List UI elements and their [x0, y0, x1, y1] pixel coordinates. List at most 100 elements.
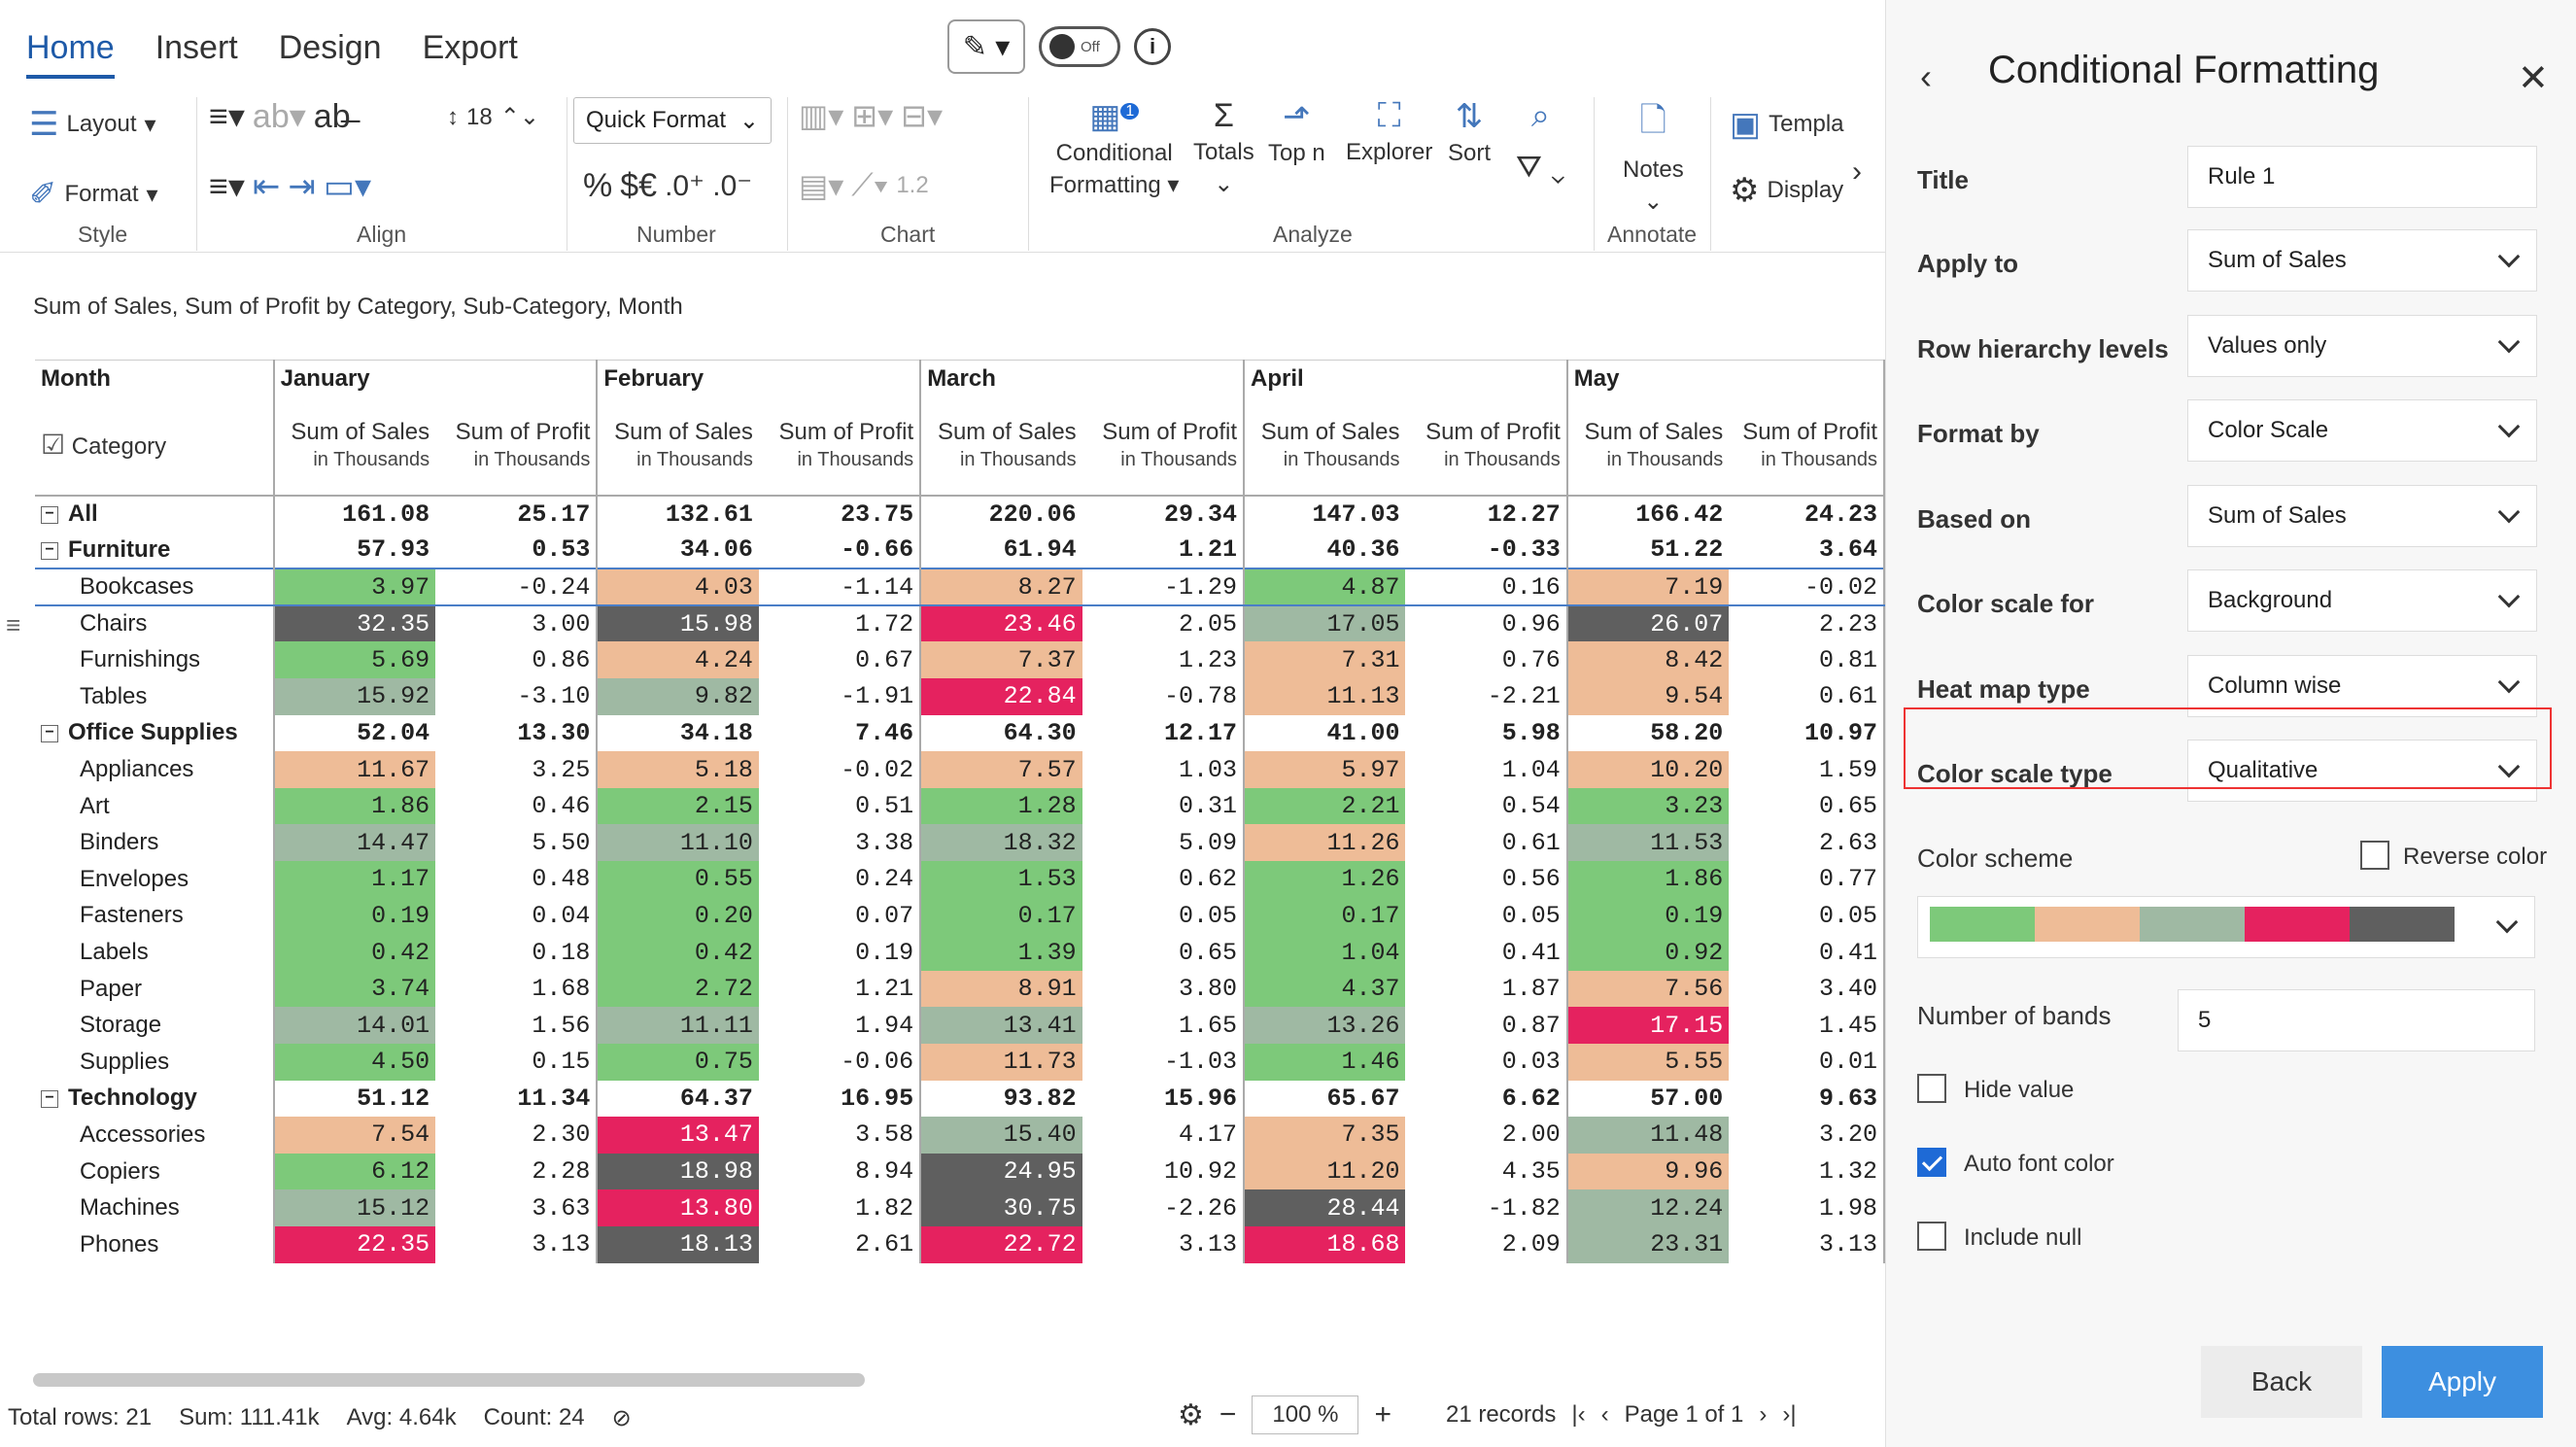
- table-row[interactable]: − All 161.08 25.17 132.61 23.75 220.06 29.34 147…: [35, 496, 1885, 533]
- sales-cell[interactable]: 0.55: [597, 861, 759, 898]
- templates-button[interactable]: ▣ Templa: [1730, 105, 1844, 144]
- profit-column-header[interactable]: Sum of Profit in Thousands: [1405, 396, 1568, 497]
- profit-cell[interactable]: 25.17: [435, 496, 599, 533]
- search-icon[interactable]: ⌕: [1530, 97, 1550, 134]
- sales-cell[interactable]: 15.92: [273, 678, 436, 715]
- sales-cell[interactable]: 0.17: [920, 897, 1082, 935]
- sales-cell[interactable]: 7.57: [920, 751, 1082, 788]
- profit-cell[interactable]: 24.23: [1729, 496, 1885, 533]
- sales-cell[interactable]: 40.36: [1326, 535, 1400, 565]
- table-row[interactable]: Labels 0.42 0.18 0.42 0.19 1.39 0.65 1.04 0.41 0.…: [35, 934, 1885, 971]
- row-label[interactable]: Art: [35, 787, 275, 825]
- sales-cell[interactable]: 17.15: [1566, 1007, 1730, 1044]
- sales-cell[interactable]: 220.06: [988, 500, 1077, 529]
- row-drag-handle-icon[interactable]: ≡: [6, 610, 21, 639]
- profit-cell[interactable]: 13.30: [435, 714, 599, 752]
- profit-cell[interactable]: -0.02: [1729, 568, 1885, 606]
- profit-cell[interactable]: 0.15: [435, 1044, 599, 1081]
- profit-cell[interactable]: 1.56: [435, 1007, 599, 1044]
- profit-column-header[interactable]: Sum of Profit in Thousands: [435, 396, 599, 497]
- sales-cell[interactable]: 14.01: [273, 1007, 436, 1044]
- row-label[interactable]: Chairs: [35, 604, 275, 642]
- row-label[interactable]: Binders: [35, 824, 275, 862]
- sales-cell[interactable]: 7.54: [273, 1117, 436, 1154]
- profit-cell[interactable]: 3.13: [1729, 1225, 1885, 1263]
- row-label[interactable]: − All: [35, 496, 275, 533]
- table-row[interactable]: Binders 14.47 5.50 11.10 3.38 18.32 5.09 11.26 0…: [35, 824, 1885, 862]
- profit-cell[interactable]: -1.91: [758, 678, 922, 715]
- profit-cell[interactable]: 2.05: [1082, 604, 1245, 642]
- profit-cell[interactable]: 2.28: [435, 1153, 599, 1190]
- profit-cell[interactable]: 0.01: [1729, 1044, 1885, 1081]
- sales-cell[interactable]: 11.26: [1243, 824, 1406, 862]
- sales-column-header[interactable]: Sum of Sales in Thousands: [597, 396, 758, 496]
- collapse-icon[interactable]: −: [41, 1090, 58, 1109]
- currency-button[interactable]: $€: [620, 167, 658, 204]
- sales-cell[interactable]: 8.27: [920, 568, 1082, 606]
- profit-cell[interactable]: 3.63: [435, 1189, 599, 1226]
- quick-format-dropdown[interactable]: Quick Format ⌄: [573, 97, 772, 144]
- row-label[interactable]: Bookcases: [35, 568, 275, 606]
- sales-cell[interactable]: 13.80: [597, 1189, 759, 1226]
- sales-cell[interactable]: 1.86: [1566, 861, 1730, 898]
- sales-cell[interactable]: 0.17: [1243, 897, 1406, 935]
- next-page-icon[interactable]: ›: [1759, 1401, 1768, 1428]
- profit-cell[interactable]: 1.45: [1729, 1007, 1885, 1044]
- sales-cell[interactable]: 51.22: [1650, 535, 1724, 565]
- sales-cell[interactable]: 1.26: [1243, 861, 1406, 898]
- sales-cell[interactable]: 57.00: [1650, 1084, 1724, 1113]
- hide-value-checkbox[interactable]: [1917, 1074, 1946, 1103]
- profit-cell[interactable]: -2.21: [1405, 678, 1568, 715]
- profit-cell[interactable]: 3.40: [1729, 970, 1885, 1008]
- sales-column-header[interactable]: Sum of Sales in Thousands: [274, 396, 435, 496]
- profit-cell[interactable]: 2.61: [758, 1225, 922, 1263]
- profit-cell[interactable]: 0.65: [1729, 787, 1885, 825]
- percent-button[interactable]: %: [583, 167, 613, 204]
- month-column-header[interactable]: February: [597, 360, 922, 397]
- sales-cell[interactable]: 13.47: [597, 1117, 759, 1154]
- sales-cell[interactable]: 13.41: [920, 1007, 1082, 1044]
- apply-button[interactable]: Apply: [2382, 1346, 2543, 1418]
- profit-cell[interactable]: -3.10: [435, 678, 599, 715]
- sales-cell[interactable]: 132.61: [665, 500, 753, 529]
- profit-cell[interactable]: 0.53: [435, 532, 599, 569]
- notes-button[interactable]: 🗋 Notes ⌄: [1623, 97, 1684, 216]
- month-column-header[interactable]: May: [1566, 360, 1885, 397]
- profit-cell[interactable]: 1.82: [758, 1189, 922, 1226]
- sales-cell[interactable]: 11.13: [1243, 678, 1406, 715]
- auto-font-color-checkbox[interactable]: [1917, 1148, 1946, 1177]
- profit-cell[interactable]: -0.02: [758, 751, 922, 788]
- eye-off-icon[interactable]: ⊘: [611, 1405, 632, 1431]
- profit-cell[interactable]: 5.98: [1405, 714, 1568, 752]
- sales-cell[interactable]: 18.32: [920, 824, 1082, 862]
- profit-cell[interactable]: 1.68: [435, 970, 599, 1008]
- table-row[interactable]: Chairs 32.35 3.00 15.98 1.72 23.46 2.05 17.05 0.…: [35, 604, 1885, 642]
- sales-cell[interactable]: 23.46: [920, 604, 1082, 642]
- profit-cell[interactable]: 0.41: [1729, 934, 1885, 971]
- sales-cell[interactable]: 7.19: [1566, 568, 1730, 606]
- profit-cell[interactable]: 0.04: [435, 897, 599, 935]
- sales-cell[interactable]: 5.18: [597, 751, 759, 788]
- table-row[interactable]: Supplies 4.50 0.15 0.75 -0.06 11.73 -1.03 1.46 0…: [35, 1044, 1885, 1081]
- sales-cell[interactable]: 7.31: [1243, 641, 1406, 679]
- profit-cell[interactable]: 0.96: [1405, 604, 1568, 642]
- table-row[interactable]: Paper 3.74 1.68 2.72 1.21 8.91 3.80 4.37 1.87 7.5…: [35, 970, 1885, 1008]
- sales-cell[interactable]: 41.00: [1326, 718, 1400, 747]
- profit-cell[interactable]: -0.78: [1082, 678, 1245, 715]
- sales-cell[interactable]: 26.07: [1566, 604, 1730, 642]
- profit-cell[interactable]: 3.20: [1729, 1117, 1885, 1154]
- profit-cell[interactable]: 1.72: [758, 604, 922, 642]
- table-row[interactable]: Art 1.86 0.46 2.15 0.51 1.28 0.31 2.21 0.54 3.23 0…: [35, 787, 1885, 825]
- profit-cell[interactable]: 4.35: [1405, 1153, 1568, 1190]
- sales-cell[interactable]: 58.20: [1650, 718, 1724, 747]
- row-label[interactable]: Fasteners: [35, 897, 275, 935]
- explorer-button[interactable]: ⛶ Explorer: [1346, 97, 1432, 166]
- row-label[interactable]: Supplies: [35, 1044, 275, 1081]
- field-dropdown[interactable]: Values only: [2187, 315, 2537, 377]
- profit-cell[interactable]: -2.26: [1082, 1189, 1245, 1226]
- row-label[interactable]: Storage: [35, 1007, 275, 1044]
- back-chevron-icon[interactable]: ‹: [1920, 56, 1932, 96]
- sales-cell[interactable]: 13.26: [1243, 1007, 1406, 1044]
- sales-cell[interactable]: 0.75: [597, 1044, 759, 1081]
- sales-cell[interactable]: 4.24: [597, 641, 759, 679]
